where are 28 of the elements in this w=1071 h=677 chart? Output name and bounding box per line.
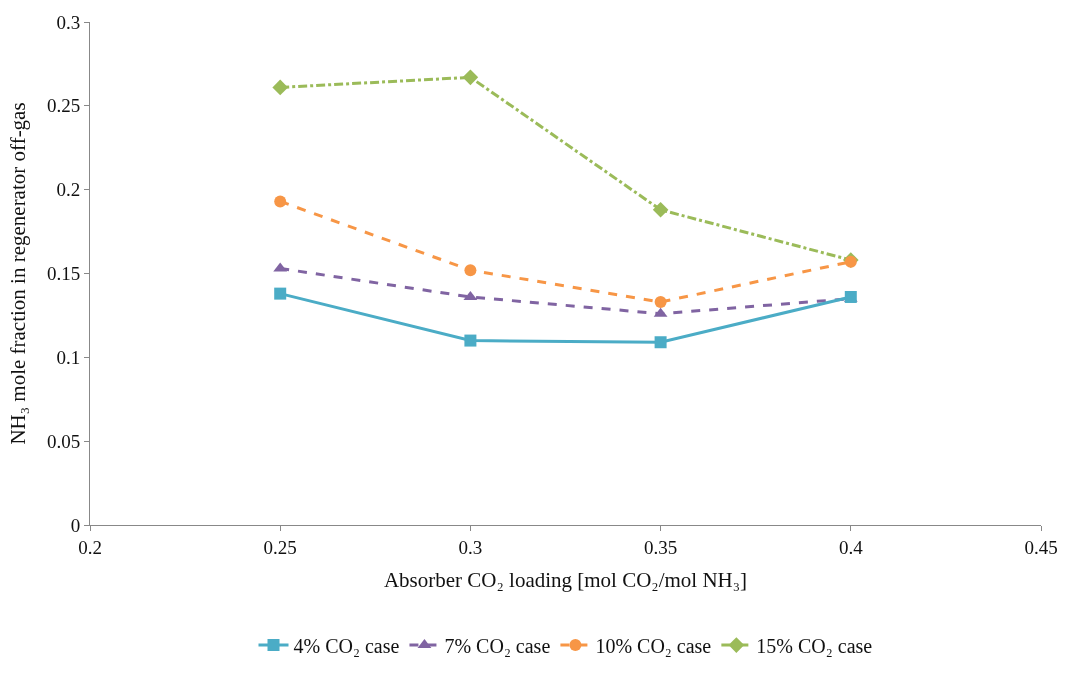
y-tick-label: 0.05 xyxy=(46,430,81,452)
x-tick-label: 0.25 xyxy=(263,536,297,558)
point xyxy=(652,201,669,218)
legend-label: 15% CO₂ case xyxy=(756,634,873,657)
point xyxy=(464,264,477,277)
x-tick-label: 0.3 xyxy=(458,536,483,558)
y-tick-label: 0.1 xyxy=(56,346,81,368)
y-tick-label: 0 xyxy=(70,514,81,536)
y-tick-label: 0.2 xyxy=(56,179,81,201)
point xyxy=(464,334,477,347)
x-tick-label: 0.4 xyxy=(838,536,864,558)
legend-label: 4% CO₂ case xyxy=(293,634,400,657)
x-tick-label: 0.45 xyxy=(1024,536,1058,558)
legend-label: 7% CO₂ case xyxy=(444,634,551,657)
y-tick-label: 0.25 xyxy=(46,95,81,117)
x-tick-label: 0.35 xyxy=(643,536,678,558)
point xyxy=(272,79,288,96)
point xyxy=(274,287,287,300)
legend-label: 10% CO₂ case xyxy=(595,634,712,657)
x-axis-title: Absorber CO₂ loading [mol CO₂/mol NH₃] xyxy=(383,568,748,592)
y-tick-label: 0.15 xyxy=(46,263,81,285)
point xyxy=(654,336,667,349)
point xyxy=(462,69,479,86)
point xyxy=(654,296,667,308)
x-tick-label: 0.2 xyxy=(78,536,102,558)
y-axis-title: NH₃ mole fraction in regenerator off-gas xyxy=(6,102,31,445)
y-tick-label: 0.3 xyxy=(56,11,81,33)
point xyxy=(274,195,287,208)
